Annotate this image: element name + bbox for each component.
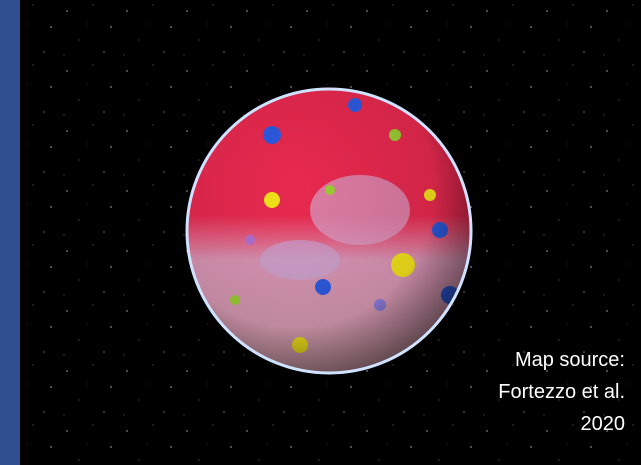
globe-rim: [185, 87, 473, 375]
caption-line: Fortezzo et al.: [498, 381, 625, 403]
map-source-caption: Map source: Fortezzo et al. 2020: [498, 344, 625, 440]
caption-line: 2020: [580, 413, 626, 435]
side-bar: [0, 0, 20, 465]
globe: [187, 89, 471, 373]
caption-line: Map source:: [514, 349, 625, 371]
